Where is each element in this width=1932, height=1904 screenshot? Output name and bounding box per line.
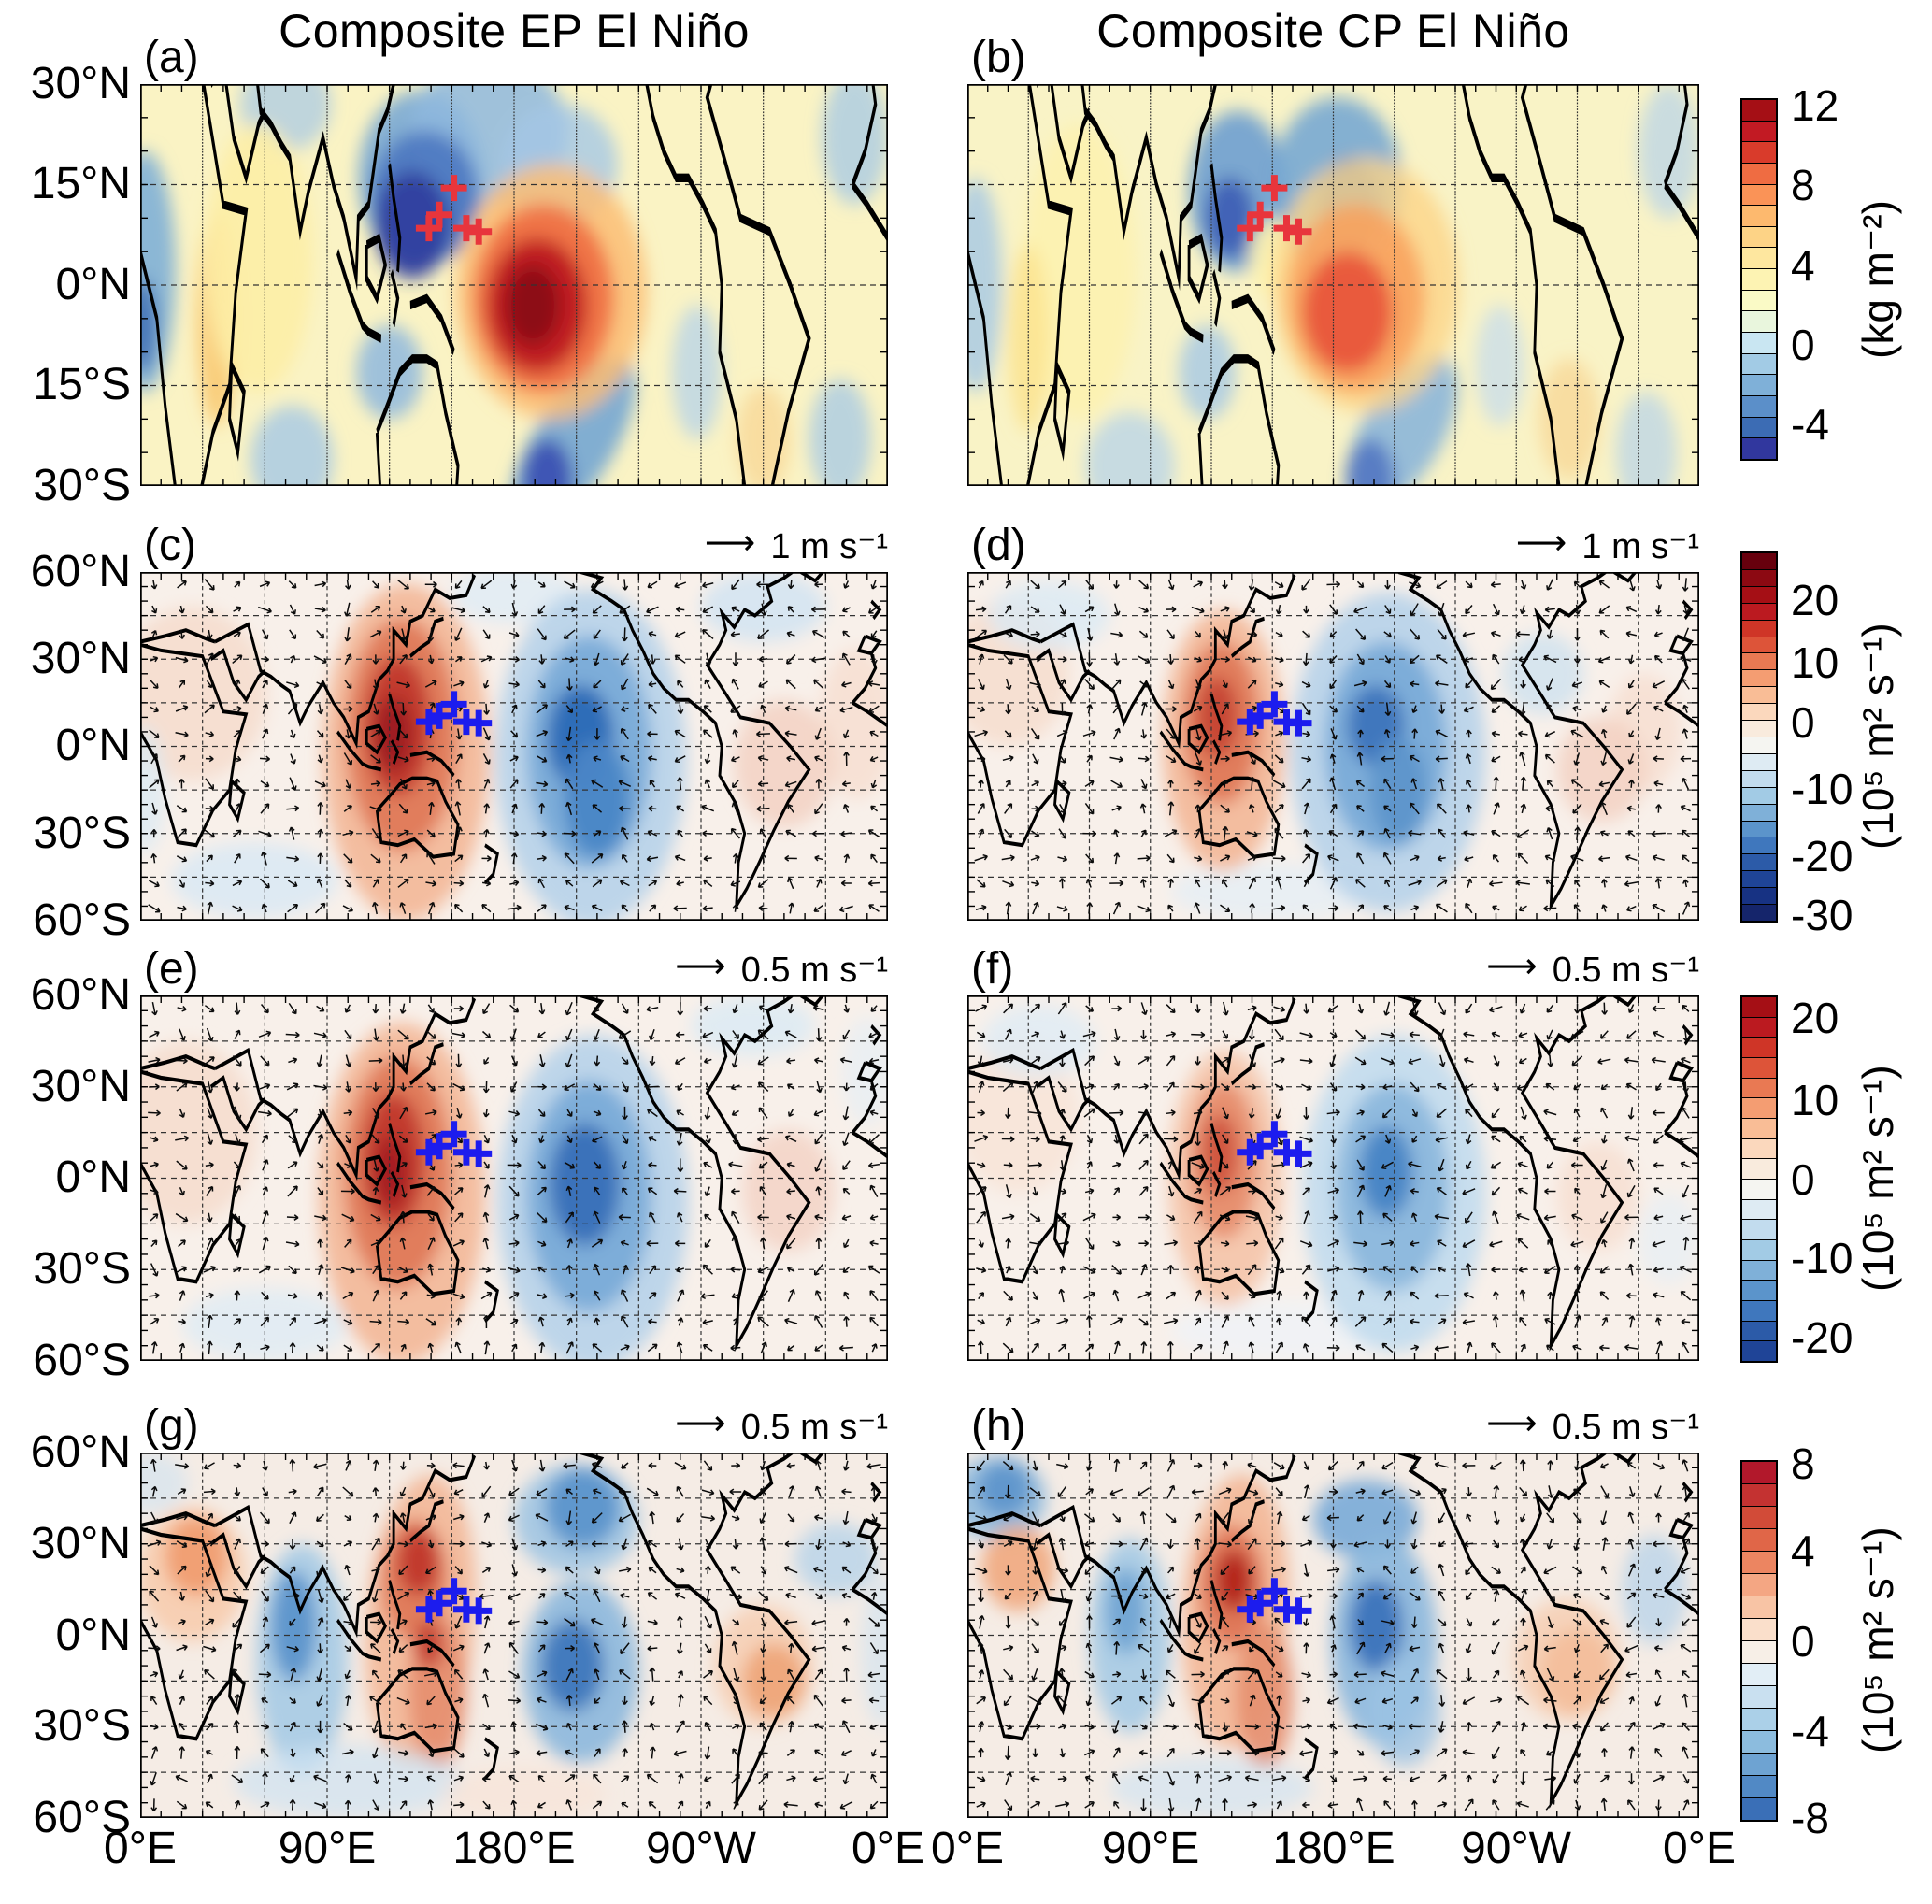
quiver-key-f: ⟶ 0.5 m s⁻¹ bbox=[1325, 947, 1699, 991]
lat-tick: 30°N bbox=[30, 1519, 131, 1568]
lon-tick: 0°E bbox=[1663, 1824, 1736, 1873]
lat-tick: 60°N bbox=[30, 547, 131, 596]
quiver-key-label: 1 m s⁻¹ bbox=[770, 527, 888, 566]
quiver-key-label: 0.5 m s⁻¹ bbox=[1552, 951, 1699, 990]
quiver-key-e: ⟶ 0.5 m s⁻¹ bbox=[514, 947, 888, 991]
panel-label-h: (h) bbox=[971, 1401, 1026, 1451]
lon-tick: 180°E bbox=[452, 1824, 576, 1873]
colorbar-row3 bbox=[1740, 995, 1778, 1363]
cb-tick: 0 bbox=[1791, 1155, 1815, 1204]
column-title-ep: Composite EP El Niño bbox=[279, 5, 750, 57]
map-panel-e bbox=[140, 995, 888, 1361]
cb-tick: -20 bbox=[1791, 1313, 1853, 1362]
cb-tick: 0 bbox=[1791, 1617, 1815, 1666]
quiver-key-d: ⟶ 1 m s⁻¹ bbox=[1325, 523, 1699, 567]
reference-arrow-icon: ⟶ bbox=[1515, 523, 1567, 563]
lon-tick: 0°E bbox=[104, 1824, 177, 1873]
lat-tick: 0°N bbox=[55, 260, 131, 309]
cb-tick: 12 bbox=[1791, 81, 1839, 130]
colorbar-row4 bbox=[1740, 1460, 1778, 1822]
lon-tick: 0°E bbox=[852, 1824, 924, 1873]
cb-tick: -8 bbox=[1791, 1794, 1829, 1842]
cb-tick: 20 bbox=[1791, 994, 1839, 1042]
lat-tick: 15°S bbox=[33, 360, 131, 409]
lon-tick: 90°E bbox=[278, 1824, 377, 1873]
reference-arrow-icon: ⟶ bbox=[1486, 1404, 1538, 1443]
lat-tick: 0°N bbox=[55, 721, 131, 770]
lon-tick: 90°W bbox=[1461, 1824, 1571, 1873]
cb-tick: 0 bbox=[1791, 321, 1815, 369]
reference-arrow-icon: ⟶ bbox=[704, 523, 756, 563]
cb-tick: 8 bbox=[1791, 1439, 1815, 1488]
cb-tick: 4 bbox=[1791, 241, 1815, 290]
colorbar-row1 bbox=[1740, 98, 1778, 461]
lat-tick: 30°S bbox=[33, 809, 131, 858]
reference-arrow-icon: ⟶ bbox=[1486, 947, 1538, 986]
map-panel-f bbox=[967, 995, 1699, 1361]
lat-tick: 30°N bbox=[30, 634, 131, 683]
reference-arrow-icon: ⟶ bbox=[675, 947, 726, 986]
cb-tick: -30 bbox=[1791, 891, 1853, 939]
map-panel-a bbox=[140, 84, 888, 486]
quiver-key-h: ⟶ 0.5 m s⁻¹ bbox=[1325, 1404, 1699, 1448]
lat-tick: 60°S bbox=[33, 1336, 131, 1385]
cb-tick: -4 bbox=[1791, 1707, 1829, 1755]
cb-tick: -10 bbox=[1791, 765, 1853, 813]
lon-tick: 0°E bbox=[931, 1824, 1004, 1873]
lat-tick: 0°N bbox=[55, 1611, 131, 1660]
cb-tick: 10 bbox=[1791, 638, 1839, 687]
quiver-key-label: 0.5 m s⁻¹ bbox=[1552, 1408, 1699, 1447]
cb-tick: -10 bbox=[1791, 1234, 1853, 1282]
map-panel-g bbox=[140, 1453, 888, 1818]
quiver-key-label: 0.5 m s⁻¹ bbox=[740, 951, 888, 990]
lat-tick: 60°S bbox=[33, 895, 131, 945]
cb-tick: 0 bbox=[1791, 698, 1815, 747]
lat-tick: 30°N bbox=[30, 1062, 131, 1111]
map-panel-b bbox=[967, 84, 1699, 486]
colorbar-row2 bbox=[1740, 551, 1778, 923]
panel-label-f: (f) bbox=[971, 944, 1014, 994]
lat-tick: 0°N bbox=[55, 1152, 131, 1202]
map-panel-c bbox=[140, 572, 888, 921]
lon-tick: 90°E bbox=[1101, 1824, 1200, 1873]
lat-tick: 60°N bbox=[30, 970, 131, 1020]
lat-tick: 30°S bbox=[33, 461, 131, 510]
quiver-key-c: ⟶ 1 m s⁻¹ bbox=[514, 523, 888, 567]
cb-unit-row4: (10⁵ m² s⁻¹) bbox=[1853, 1526, 1902, 1754]
map-panel-d bbox=[967, 572, 1699, 921]
quiver-key-label: 0.5 m s⁻¹ bbox=[740, 1408, 888, 1447]
lat-tick: 30°S bbox=[33, 1244, 131, 1294]
cb-tick: -20 bbox=[1791, 832, 1853, 880]
lat-tick: 30°S bbox=[33, 1701, 131, 1751]
cb-tick: 10 bbox=[1791, 1076, 1839, 1124]
panel-label-e: (e) bbox=[144, 944, 199, 994]
panel-label-b: (b) bbox=[971, 33, 1026, 82]
quiver-key-label: 1 m s⁻¹ bbox=[1581, 527, 1699, 566]
lat-tick: 60°S bbox=[33, 1793, 131, 1842]
panel-label-g: (g) bbox=[144, 1401, 199, 1451]
cb-tick: 20 bbox=[1791, 576, 1839, 624]
map-panel-h bbox=[967, 1453, 1699, 1818]
quiver-key-g: ⟶ 0.5 m s⁻¹ bbox=[514, 1404, 888, 1448]
lon-tick: 90°W bbox=[646, 1824, 756, 1873]
panel-label-c: (c) bbox=[144, 521, 196, 570]
lat-tick: 30°N bbox=[30, 59, 131, 108]
column-title-cp: Composite CP El Niño bbox=[1096, 5, 1570, 57]
panel-label-d: (d) bbox=[971, 521, 1026, 570]
cb-tick: 8 bbox=[1791, 161, 1815, 209]
reference-arrow-icon: ⟶ bbox=[675, 1404, 726, 1443]
lat-tick: 60°N bbox=[30, 1427, 131, 1477]
cb-tick: -4 bbox=[1791, 400, 1829, 449]
cb-tick: 4 bbox=[1791, 1526, 1815, 1575]
lon-tick: 180°E bbox=[1272, 1824, 1395, 1873]
lat-tick: 15°N bbox=[30, 159, 131, 208]
panel-label-a: (a) bbox=[144, 33, 199, 82]
